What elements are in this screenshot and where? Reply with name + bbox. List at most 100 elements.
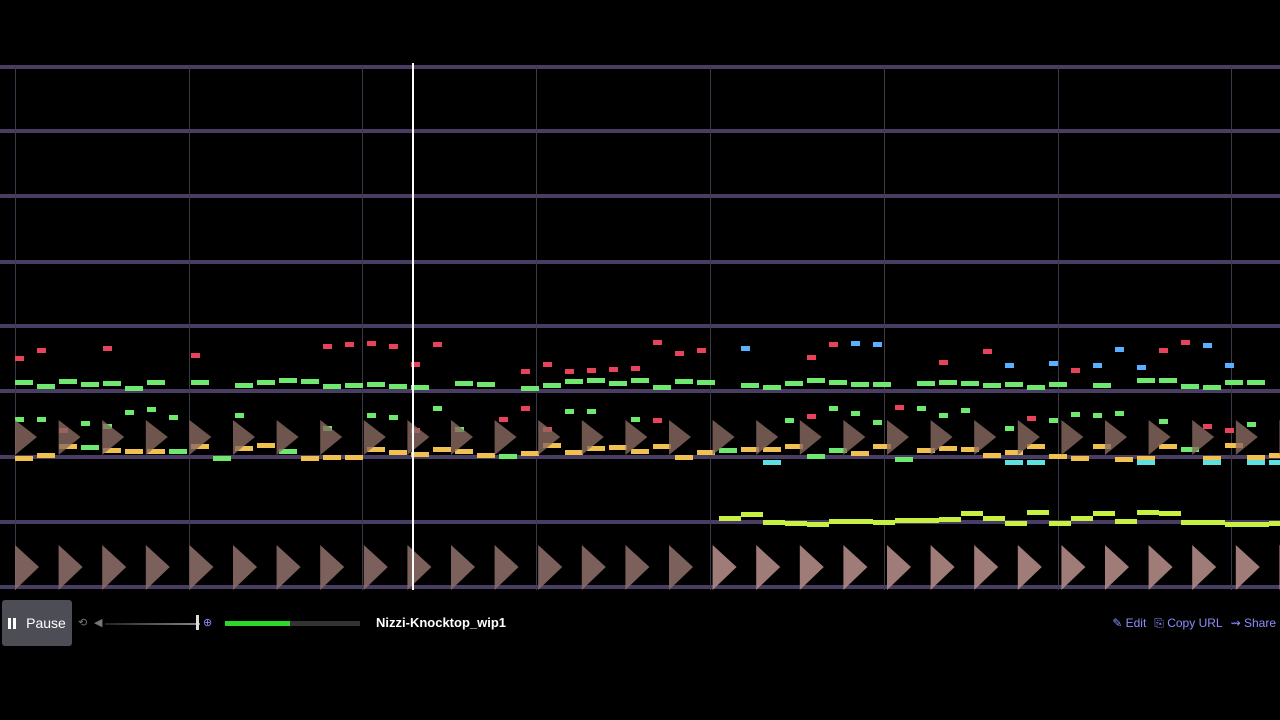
- drum-hit: [320, 420, 343, 455]
- note: [697, 380, 715, 385]
- volume-knob[interactable]: [196, 615, 199, 630]
- note: [763, 447, 781, 452]
- bar-line: [189, 65, 190, 590]
- drum-hit: [363, 545, 388, 590]
- note: [961, 381, 979, 386]
- note: [389, 415, 398, 420]
- note: [521, 406, 530, 411]
- edit-text: Edit: [1125, 616, 1147, 630]
- note: [1159, 348, 1168, 353]
- note: [983, 349, 992, 354]
- note: [1005, 450, 1023, 455]
- drum-hit: [451, 420, 473, 455]
- loop-icon[interactable]: ⟲: [78, 617, 88, 629]
- note: [917, 381, 935, 386]
- share-link[interactable]: ⇝ Share: [1230, 616, 1276, 630]
- drum-hit: [756, 545, 781, 590]
- note: [1093, 444, 1111, 449]
- note: [675, 351, 684, 356]
- note: [1049, 454, 1067, 459]
- note: [653, 444, 671, 449]
- note: [1137, 365, 1146, 370]
- note: [917, 448, 935, 453]
- note: [807, 355, 816, 360]
- copy-url-link[interactable]: ⎘ Copy URL: [1154, 616, 1223, 630]
- drum-hit: [276, 545, 301, 590]
- note: [389, 344, 398, 349]
- note: [675, 379, 693, 384]
- note: [565, 379, 583, 384]
- note: [521, 451, 539, 456]
- zoom-icon[interactable]: ⊕: [203, 617, 213, 629]
- note: [389, 450, 407, 455]
- note: [1005, 521, 1027, 526]
- volume-icon: ◀: [94, 617, 103, 629]
- progress-bar[interactable]: [225, 621, 360, 626]
- note: [191, 444, 209, 449]
- note: [1093, 511, 1115, 516]
- note: [235, 446, 253, 451]
- note: [455, 449, 473, 454]
- note: [807, 522, 829, 527]
- note: [411, 385, 429, 390]
- channel-line: [0, 65, 1280, 69]
- note: [147, 407, 156, 412]
- note: [851, 411, 860, 416]
- note: [719, 516, 741, 521]
- pause-button[interactable]: Pause: [2, 600, 72, 646]
- note: [1027, 444, 1045, 449]
- note: [81, 421, 90, 426]
- note: [785, 418, 794, 423]
- note: [367, 341, 376, 346]
- note: [1071, 368, 1080, 373]
- note: [191, 353, 200, 358]
- note: [939, 517, 961, 522]
- bar-line: [536, 65, 537, 590]
- note: [697, 450, 715, 455]
- note: [697, 348, 706, 353]
- note: [631, 366, 640, 371]
- note: [829, 342, 838, 347]
- note: [235, 383, 253, 388]
- edit-link[interactable]: ✎ Edit: [1112, 616, 1147, 630]
- note: [433, 447, 451, 452]
- drum-hit: [145, 545, 170, 590]
- drum-hit: [625, 420, 648, 455]
- channel-line: [0, 324, 1280, 328]
- note: [1159, 511, 1181, 516]
- note: [1159, 419, 1168, 424]
- note: [565, 409, 574, 414]
- bar-line: [362, 65, 363, 590]
- drum-hit: [58, 420, 81, 455]
- note: [741, 447, 759, 452]
- note: [323, 455, 341, 460]
- note: [873, 520, 895, 525]
- note: [59, 379, 77, 384]
- volume-slider[interactable]: [105, 623, 200, 625]
- note: [1137, 378, 1155, 383]
- note: [367, 413, 376, 418]
- note: [653, 340, 662, 345]
- note: [961, 447, 979, 452]
- note: [345, 383, 363, 388]
- note: [785, 381, 803, 386]
- note: [411, 452, 429, 457]
- note: [851, 451, 869, 456]
- note: [917, 406, 926, 411]
- drum-hit: [930, 420, 953, 455]
- song-title: Nizzi-Knocktop_wip1: [376, 615, 507, 630]
- bar-line: [884, 65, 885, 590]
- note: [1137, 510, 1159, 515]
- channel-line: [0, 129, 1280, 133]
- progress-fill: [225, 621, 290, 626]
- drum-hit: [451, 545, 475, 590]
- note: [279, 449, 297, 454]
- note: [609, 445, 627, 450]
- pause-icon: [8, 617, 17, 629]
- drum-hit: [320, 545, 345, 590]
- note: [367, 382, 385, 387]
- drum-hit: [669, 420, 691, 455]
- note: [323, 384, 341, 389]
- note: [675, 455, 693, 460]
- note: [1247, 380, 1265, 385]
